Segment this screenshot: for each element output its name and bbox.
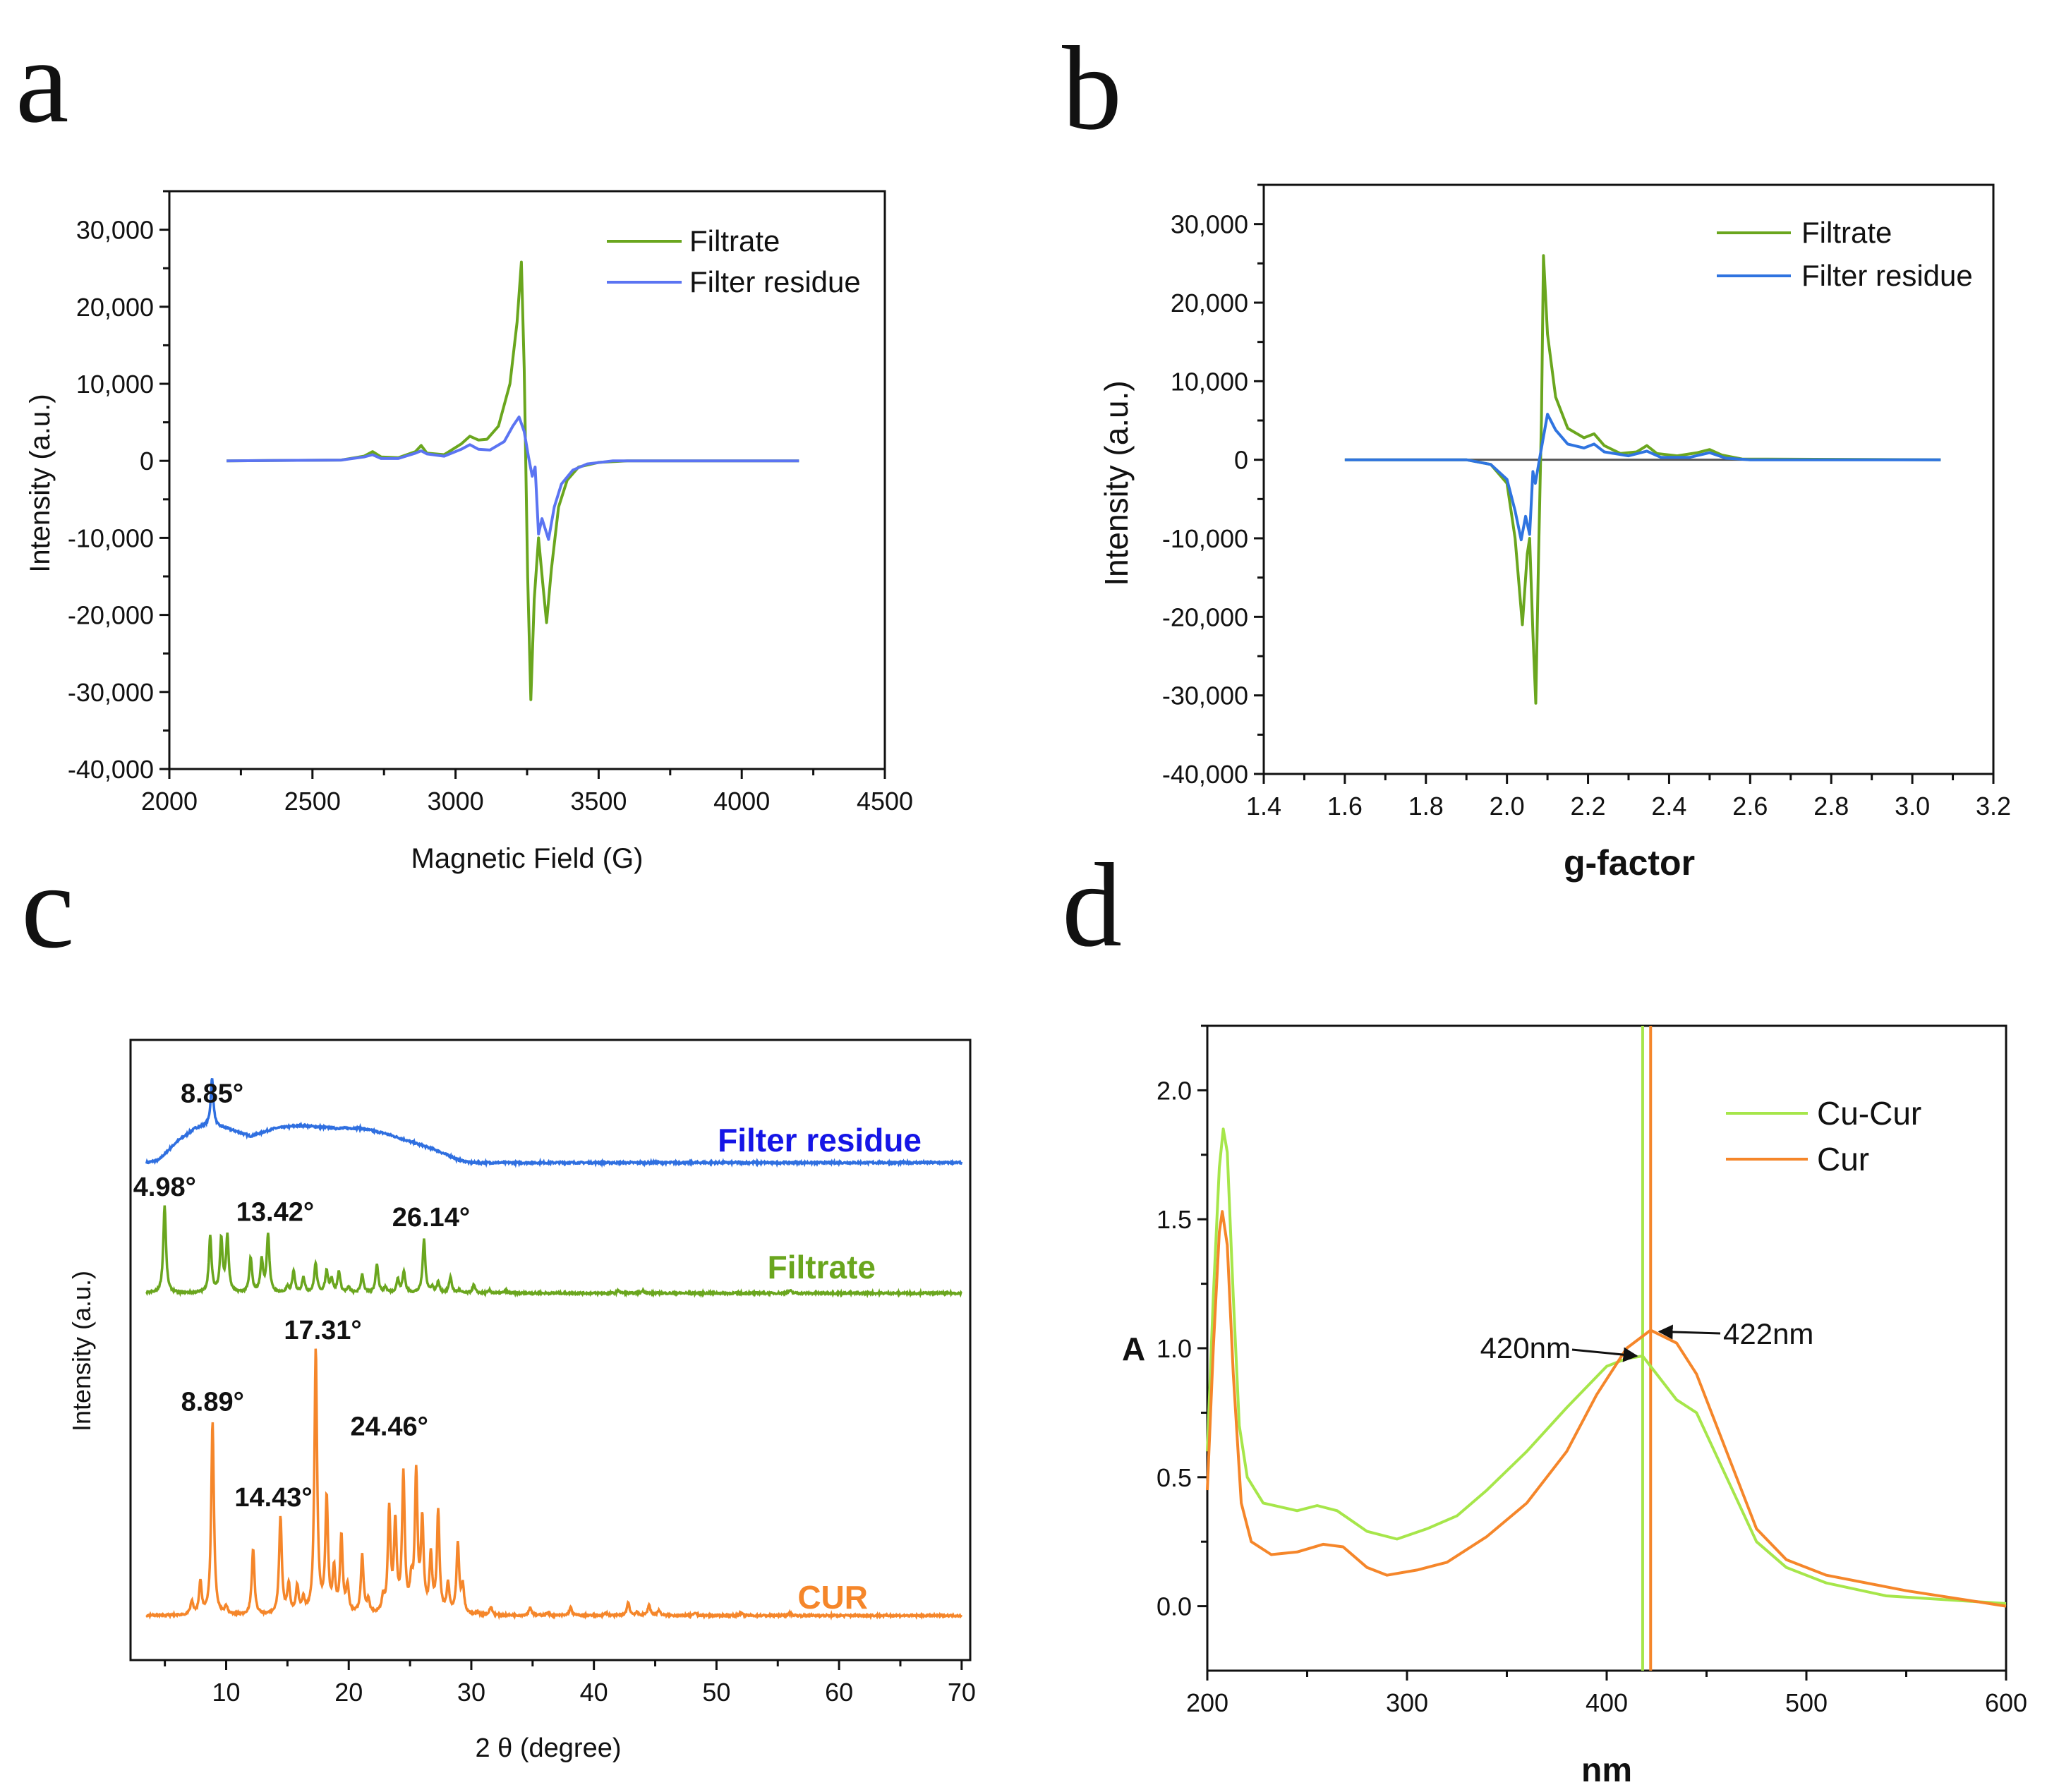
x-tick-label: 2500: [284, 787, 341, 816]
y-tick-label: 1.0: [1157, 1334, 1192, 1363]
series-line-cur: [1206, 1210, 2007, 1608]
y-tick-label: 10,000: [1171, 367, 1248, 396]
y-tick-label: -10,000: [68, 523, 154, 552]
y-tick-label: 20,000: [76, 293, 154, 322]
x-tick-label: 3.0: [1895, 792, 1930, 821]
x-tick-label: 1.4: [1246, 792, 1281, 821]
plot-frame: [129, 1039, 972, 1661]
legend-label-filter-residue: Filter residue: [1801, 259, 1973, 292]
x-tick-label: 3.2: [1976, 792, 2011, 821]
series-line-filter-residue: [227, 416, 799, 541]
x-tick-label: 20: [334, 1678, 363, 1707]
y-axis-title: Intensity (a.u.): [1098, 380, 1135, 586]
y-axis-title: A: [1122, 1331, 1145, 1367]
x-tick-label: 2000: [141, 787, 198, 816]
x-tick-label: 500: [1785, 1688, 1828, 1717]
panel-a-epr-field: Intensity (a.u.) Magnetic Field (G) Filt…: [25, 190, 913, 874]
x-tick-label: 400: [1586, 1688, 1628, 1717]
y-tick-label: 0: [1234, 446, 1248, 475]
peak-label: 4.98°: [133, 1173, 196, 1202]
panel-letter-b: b: [1062, 22, 1122, 155]
series-line-cur: [145, 1348, 963, 1621]
panel-letter-d: d: [1062, 839, 1122, 971]
series-line-cu-cur: [1206, 1127, 2007, 1605]
y-tick-label: -10,000: [1162, 524, 1248, 553]
x-tick-label: 2.4: [1651, 792, 1686, 821]
panel-letter-c: c: [21, 840, 74, 973]
x-axis-title: g-factor: [1564, 843, 1695, 883]
y-tick-label: 0: [140, 447, 154, 476]
series-label-cur: CUR: [797, 1579, 868, 1616]
legend-label-filtrate: Filtrate: [1801, 216, 1892, 249]
legend-label-filter-residue: Filter residue: [689, 265, 861, 298]
y-tick-label: -30,000: [1162, 682, 1248, 710]
y-tick-label: 30,000: [1171, 210, 1248, 239]
peak-label: 14.43°: [234, 1483, 312, 1513]
series-line-filter-residue: [145, 1078, 963, 1168]
y-axis-title: Intensity (a.u.): [67, 1271, 96, 1431]
peak-label: 24.46°: [351, 1412, 428, 1441]
y-tick-label: -20,000: [68, 601, 154, 630]
x-tick-label: 4000: [713, 787, 770, 816]
x-tick-label: 3500: [570, 787, 627, 816]
annotation-arrow-422nm: [1657, 1324, 1721, 1340]
x-tick-label: 200: [1186, 1688, 1228, 1717]
series-line-filter-residue: [1344, 413, 1941, 542]
y-tick-label: -30,000: [68, 678, 154, 707]
x-tick-label: 60: [825, 1678, 853, 1707]
y-axis-title: Intensity (a.u.): [25, 394, 56, 572]
y-tick-label: -40,000: [68, 755, 154, 784]
panel-d-uv-vis: A nm Cu-Cur Cur 420nm 422nm 200 300 400 500…: [1122, 1024, 2027, 1789]
x-tick-label: 2.0: [1490, 792, 1525, 821]
peak-label: 17.31°: [284, 1316, 361, 1345]
x-tick-label: 2.2: [1571, 792, 1606, 821]
x-tick-label: 70: [948, 1678, 976, 1707]
series-line-filtrate: [145, 1205, 962, 1299]
x-tick-label: 40: [580, 1678, 608, 1707]
panel-letter-a: a: [16, 15, 68, 147]
annotation-420nm: 420nm: [1480, 1331, 1571, 1364]
x-axis-title: Magnetic Field (G): [411, 843, 644, 874]
peak-label: 8.89°: [181, 1388, 244, 1417]
x-tick-label: 4500: [857, 787, 913, 816]
x-tick-label: 2.6: [1732, 792, 1768, 821]
y-tick-label: 30,000: [76, 216, 154, 245]
annotation-arrow-420nm: [1571, 1347, 1638, 1362]
series-label-filtrate: Filtrate: [768, 1249, 876, 1285]
x-tick-label: 1.8: [1408, 792, 1444, 821]
x-tick-label: 2.8: [1813, 792, 1849, 821]
x-tick-label: 30: [457, 1678, 485, 1707]
legend-label-filtrate: Filtrate: [689, 224, 780, 258]
y-tick-label: -20,000: [1162, 603, 1248, 631]
legend-label-cur: Cur: [1817, 1141, 1869, 1177]
x-tick-label: 300: [1386, 1688, 1428, 1717]
x-tick-label: 1.6: [1327, 792, 1363, 821]
legend-label-cu-cur: Cu-Cur: [1817, 1095, 1921, 1132]
y-tick-label: 0.0: [1157, 1592, 1192, 1621]
y-tick-label: 2.0: [1157, 1076, 1192, 1105]
series-label-filter-residue: Filter residue: [718, 1122, 922, 1158]
peak-label: 26.14°: [392, 1203, 470, 1233]
y-tick-label: -40,000: [1162, 760, 1248, 789]
peak-label: 13.42°: [236, 1197, 314, 1227]
y-tick-label: 10,000: [76, 370, 154, 399]
x-tick-label: 600: [1985, 1688, 2027, 1717]
x-tick-label: 3000: [428, 787, 484, 816]
y-tick-label: 20,000: [1171, 289, 1248, 317]
x-tick-label: 50: [702, 1678, 730, 1707]
peak-label: 8.85°: [181, 1079, 243, 1108]
y-tick-label: 0.5: [1157, 1463, 1192, 1492]
y-tick-label: 1.5: [1157, 1205, 1192, 1234]
series-line-filtrate: [1344, 254, 1941, 705]
series-line-filtrate: [227, 260, 799, 701]
panel-b-epr-g-factor: Intensity (a.u.) g-factor Filtrate Filte…: [1098, 183, 2011, 883]
annotation-422nm: 422nm: [1723, 1317, 1813, 1350]
x-axis-title: 2 θ (degree): [475, 1733, 621, 1763]
x-axis-title: nm: [1581, 1752, 1632, 1789]
panel-c-xrd: Intensity (a.u.) 2 θ (degree) Filter res…: [67, 1039, 976, 1763]
x-tick-label: 10: [212, 1678, 240, 1707]
